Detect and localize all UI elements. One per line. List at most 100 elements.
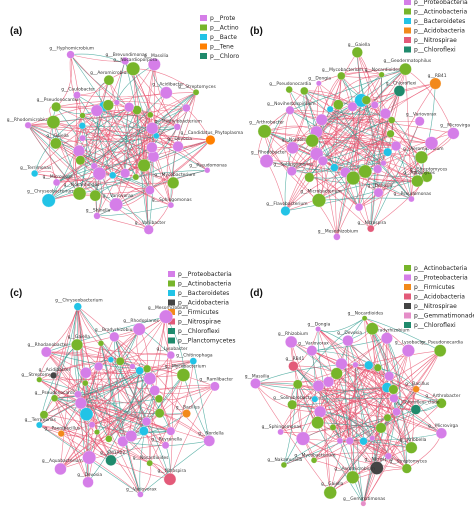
node-circle bbox=[80, 367, 92, 379]
node-circle bbox=[82, 379, 89, 387]
node-label: g__Microvirga bbox=[428, 423, 458, 429]
node-circle bbox=[315, 326, 321, 332]
positive-edge bbox=[82, 137, 174, 184]
network-node-unlabeled bbox=[92, 166, 107, 181]
node-circle bbox=[342, 335, 354, 347]
node-circle bbox=[105, 454, 117, 466]
legend-swatch bbox=[200, 43, 207, 50]
positive-edge bbox=[166, 92, 211, 141]
node-label: g__Chryseobacterium bbox=[55, 298, 103, 304]
network-node-unlabeled bbox=[392, 407, 401, 417]
network-node-unlabeled bbox=[82, 379, 89, 387]
positive-edge bbox=[322, 141, 432, 162]
network-node: g__Mesorhizobium bbox=[318, 228, 358, 241]
positive-edge bbox=[112, 175, 171, 206]
network-node: g__Agromyces bbox=[403, 170, 436, 188]
node-circle bbox=[50, 394, 59, 402]
positive-edge bbox=[266, 90, 305, 162]
node-circle bbox=[124, 102, 135, 113]
network-node-unlabeled bbox=[146, 122, 159, 135]
network-node-unlabeled bbox=[383, 147, 393, 157]
legend-swatch bbox=[168, 337, 175, 344]
node-circle bbox=[408, 195, 415, 203]
network-node: g__Bradyrhizobium bbox=[95, 327, 137, 342]
node-label: g__Aeromicrobium bbox=[334, 466, 375, 472]
node-circle bbox=[166, 351, 175, 360]
network-node: g__Chloroflexi bbox=[386, 80, 416, 97]
node-circle bbox=[316, 80, 322, 87]
network-node: g__Chloroflexi_clade bbox=[395, 400, 440, 415]
negative-edge bbox=[48, 169, 208, 201]
positive-edge bbox=[352, 106, 372, 229]
negative-edge bbox=[417, 83, 436, 182]
legend-entry: p__Nitrospirae bbox=[414, 37, 457, 44]
legend-entry: p__Proteobacteria bbox=[414, 275, 468, 282]
positive-edge bbox=[341, 75, 422, 158]
positive-edge bbox=[318, 385, 331, 493]
network-node: g__Flavobacterium bbox=[266, 201, 308, 216]
positive-edge bbox=[312, 140, 397, 147]
node-label: g__Terrimonas bbox=[25, 417, 57, 423]
positive-edge bbox=[88, 343, 102, 458]
positive-edge bbox=[108, 359, 112, 439]
node-circle bbox=[318, 155, 328, 166]
node-label: g__Variovorax bbox=[126, 486, 157, 492]
legend-swatch bbox=[404, 27, 411, 34]
negative-edge bbox=[77, 360, 194, 395]
legend-swatch bbox=[168, 271, 175, 277]
network-node-unlabeled bbox=[139, 426, 149, 436]
positive-edge bbox=[39, 424, 150, 464]
positive-edge bbox=[115, 109, 138, 205]
node-circle bbox=[370, 461, 384, 475]
node-circle bbox=[333, 99, 344, 110]
node-label: g__Kribbella bbox=[400, 437, 427, 443]
node-circle bbox=[329, 423, 337, 431]
positive-edge bbox=[53, 121, 152, 148]
network-node: g__Candidatus_Phytoplasma bbox=[181, 130, 243, 145]
network-node-unlabeled bbox=[97, 340, 105, 347]
negative-edge bbox=[339, 440, 412, 448]
node-circle bbox=[285, 335, 298, 349]
positive-edge bbox=[34, 173, 174, 184]
negative-edge bbox=[143, 92, 197, 166]
positive-edge bbox=[266, 160, 360, 208]
legend-swatch bbox=[404, 0, 411, 5]
network-node-unlabeled bbox=[326, 105, 334, 113]
node-label: g__Devosia bbox=[368, 183, 393, 189]
network-node: g__Gaiella bbox=[46, 133, 69, 150]
network-node-unlabeled bbox=[149, 385, 160, 396]
node-circle bbox=[147, 58, 161, 71]
network-node-unlabeled bbox=[296, 431, 310, 446]
node-circle bbox=[146, 141, 158, 153]
network-node: g__Mycobacterium bbox=[165, 364, 206, 382]
node-label: g__Mesorhizobium bbox=[318, 228, 358, 234]
positive-edge bbox=[264, 131, 428, 178]
node-circle bbox=[145, 185, 155, 195]
network-node: g__Aquabacterium bbox=[42, 458, 83, 476]
positive-edge bbox=[316, 131, 391, 136]
network-node-unlabeled bbox=[82, 450, 97, 465]
node-circle bbox=[259, 154, 274, 168]
node-circle bbox=[414, 116, 425, 127]
node-circle bbox=[159, 309, 173, 324]
node-circle bbox=[359, 437, 368, 446]
network-node: g__Pseudonocardia bbox=[421, 340, 463, 357]
network-node-unlabeled bbox=[333, 99, 344, 110]
node-circle bbox=[326, 105, 334, 113]
network-node-unlabeled bbox=[75, 155, 86, 166]
node-circle bbox=[361, 315, 368, 321]
node-label: g__Lysobacter bbox=[395, 339, 426, 345]
network-node: g__Bacillus bbox=[405, 381, 430, 393]
network-node: g__Microvirga bbox=[440, 123, 470, 140]
legend: p__Actinobacteria p__Proteobacteria p__Fir… bbox=[404, 265, 474, 329]
legend-swatch bbox=[404, 8, 411, 15]
network-node: g__Bradyrhizobium bbox=[368, 327, 410, 345]
node-label: g__Mesorhizobium bbox=[148, 305, 188, 311]
network-node-unlabeled bbox=[78, 122, 86, 130]
positive-edge bbox=[99, 114, 151, 174]
network-node-unlabeled bbox=[361, 95, 371, 105]
positive-edge bbox=[321, 119, 422, 158]
node-circle bbox=[126, 61, 141, 76]
node-circle bbox=[79, 112, 86, 119]
